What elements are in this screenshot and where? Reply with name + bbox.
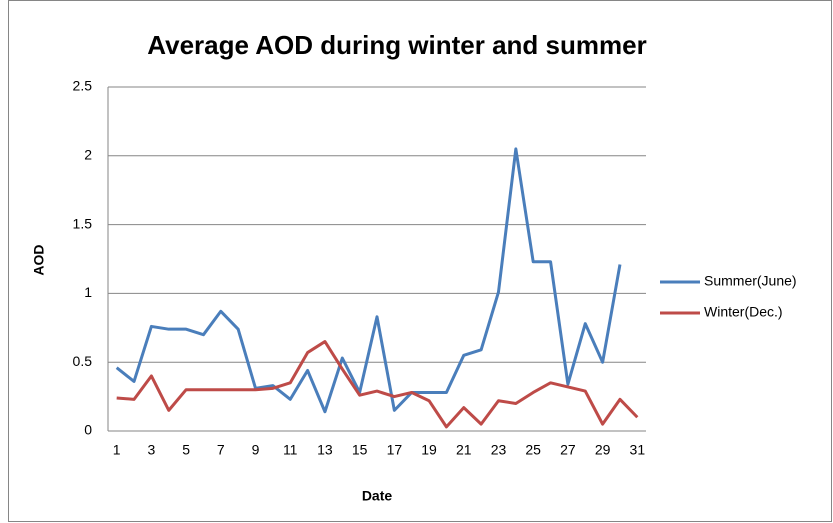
x-tick-label: 19 [421,442,437,458]
y-tick-label: 1.5 [73,215,93,231]
x-tick-label: 3 [147,442,155,458]
y-axis-label: AOD [31,244,47,275]
legend-label: Winter(Dec.) [704,304,783,320]
x-tick-label: 27 [560,442,576,458]
y-tick-label: 1 [84,284,92,300]
x-tick-label: 21 [456,442,472,458]
x-tick-label: 9 [252,442,260,458]
y-tick-label: 2.5 [73,78,93,94]
x-tick-label: 29 [595,442,611,458]
y-tick-label: 0 [84,422,92,438]
x-tick-label: 23 [491,442,507,458]
x-tick-label: 31 [630,442,646,458]
x-tick-label: 13 [317,442,333,458]
x-tick-label: 5 [182,442,190,458]
chart-title: Average AOD during winter and summer [147,30,646,60]
x-tick-label: 25 [525,442,541,458]
y-tick-label: 0.5 [73,353,93,369]
chart-frame [8,0,832,522]
x-axis-label: Date [362,488,393,504]
x-tick-label: 11 [283,442,298,458]
x-tick-label: 15 [352,442,368,458]
x-tick-label: 1 [113,442,121,458]
y-tick-label: 2 [84,147,92,163]
x-tick-label: 17 [387,442,403,458]
legend-label: Summer(June) [704,273,797,289]
series-line [115,147,622,414]
x-tick-label: 7 [217,442,225,458]
series-line [116,340,639,429]
